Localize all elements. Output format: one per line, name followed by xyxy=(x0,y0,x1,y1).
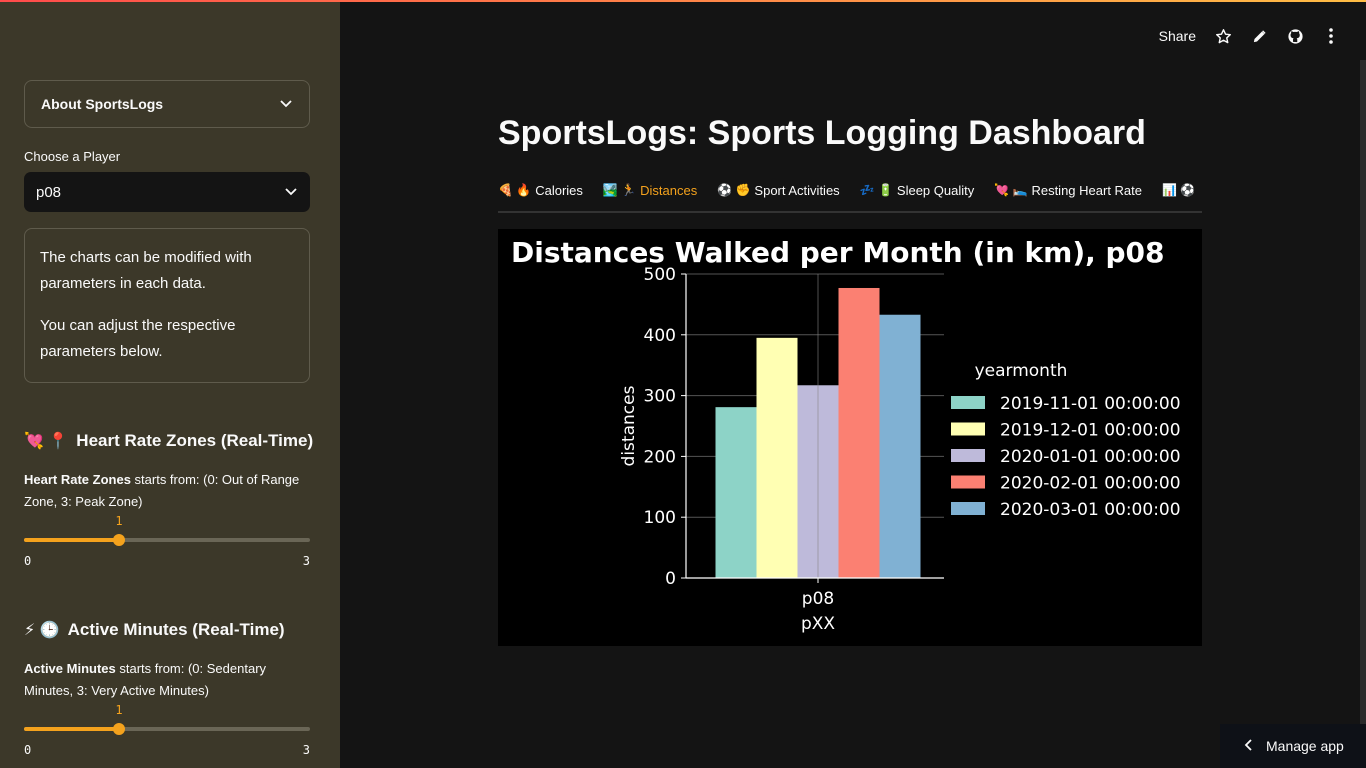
heart-rate-desc-bold: Heart Rate Zones xyxy=(24,472,131,487)
y-tick-label: 0 xyxy=(665,569,676,589)
tab-label: Sport Activities xyxy=(754,183,840,198)
tab-sport-activities[interactable]: ⚽ ✊ Sport Activities xyxy=(717,178,840,211)
pencil-icon[interactable] xyxy=(1250,27,1268,45)
about-expander-label: About SportsLogs xyxy=(41,96,164,112)
active-minutes-slider-value: 1 xyxy=(115,703,123,717)
legend-title: yearmonth xyxy=(975,361,1068,381)
player-select-value: p08 xyxy=(36,183,62,201)
tab-emoji-icon: 💘 🛌 xyxy=(994,183,1028,197)
player-select[interactable]: p08 xyxy=(24,172,310,212)
chevron-down-icon xyxy=(279,97,293,111)
legend-entry-label: 2020-01-01 00:00:00 xyxy=(1000,447,1181,467)
active-minutes-slider-min: 0 xyxy=(24,743,32,757)
tab-emoji-icon: ⚽ ✊ xyxy=(717,183,751,197)
star-icon[interactable] xyxy=(1214,27,1232,45)
legend-entry-label: 2020-03-01 00:00:00 xyxy=(1000,500,1181,520)
y-axis-label: distances xyxy=(619,385,639,466)
tab-bar: 🍕 🔥 Calories 🏞️ 🏃 Distances ⚽ ✊ Sport Activit… xyxy=(498,178,1202,213)
heart-rate-slider-thumb[interactable] xyxy=(113,534,125,546)
x-axis-label: pXX xyxy=(801,614,835,634)
tab-calories[interactable]: 🍕 🔥 Calories xyxy=(498,178,583,211)
active-minutes-section-title: ⚡ 🕒 Active Minutes (Real-Time) xyxy=(24,620,285,640)
active-minutes-slider-thumb[interactable] xyxy=(113,723,125,735)
chart-bar xyxy=(879,314,921,578)
heart-rate-section-title: 💘 📍 Heart Rate Zones (Real-Time) xyxy=(24,431,313,451)
y-tick-label: 100 xyxy=(644,508,676,528)
tab-sleep-quality[interactable]: 💤 🔋 Sleep Quality xyxy=(859,178,975,211)
chart-bar xyxy=(838,287,880,578)
legend-swatch xyxy=(951,475,985,489)
heart-rate-slider-max: 3 xyxy=(302,554,310,568)
heart-pin-icon: 💘 📍 xyxy=(24,433,69,450)
heart-rate-slider-value: 1 xyxy=(115,514,123,528)
sidebar: About SportsLogs Choose a Player p08 The… xyxy=(0,0,340,768)
tab-label: Distances xyxy=(640,183,698,198)
y-tick-label: 500 xyxy=(644,265,676,285)
tab-emoji-icon: 📊 ⚽ xyxy=(1162,183,1196,197)
legend-entry-label: 2020-02-01 00:00:00 xyxy=(1000,474,1181,494)
heart-rate-slider-track[interactable] xyxy=(24,538,310,542)
kebab-menu-icon[interactable] xyxy=(1322,27,1340,45)
info-text-1: The charts can be modified with paramete… xyxy=(40,249,252,292)
about-expander[interactable]: About SportsLogs xyxy=(24,80,310,128)
heart-rate-desc: Heart Rate Zones starts from: (0: Out of… xyxy=(24,469,310,513)
distances-chart-svg: Distances Walked per Month (in km), p08 0… xyxy=(511,236,1181,634)
tab-emoji-icon: 🍕 🔥 xyxy=(498,183,532,197)
tab-emoji-icon: 🏞️ 🏃 xyxy=(602,183,637,197)
tab-distances[interactable]: 🏞️ 🏃 Distances xyxy=(602,178,698,211)
github-icon[interactable] xyxy=(1286,27,1304,45)
tab-more[interactable]: 📊 ⚽ xyxy=(1162,178,1199,211)
main-scrollbar[interactable] xyxy=(1360,60,1366,768)
heart-rate-title: Heart Rate Zones (Real-Time) xyxy=(76,431,314,450)
x-tick-label: p08 xyxy=(802,589,834,609)
legend-swatch xyxy=(951,502,985,515)
heart-rate-desc-rest: starts from: (0: Out of Range Zone, 3: P… xyxy=(24,472,300,509)
top-accent-stripe xyxy=(0,0,1366,2)
manage-app-label: Manage app xyxy=(1266,738,1344,754)
player-select-label: Choose a Player xyxy=(24,149,121,164)
heart-rate-slider-min: 0 xyxy=(24,554,32,568)
share-button[interactable]: Share xyxy=(1158,28,1196,44)
active-minutes-desc-bold: Active Minutes xyxy=(24,661,116,676)
chart-bar xyxy=(756,337,798,578)
tab-resting-heart-rate[interactable]: 💘 🛌 Resting Heart Rate xyxy=(994,178,1143,211)
chevron-down-icon xyxy=(284,185,298,199)
tab-emoji-icon: 💤 🔋 xyxy=(859,183,893,197)
active-minutes-desc-rest: starts from: (0: Sedentary Minutes, 3: V… xyxy=(24,661,267,698)
active-minutes-slider: 1 0 3 xyxy=(24,703,310,757)
legend-swatch xyxy=(951,422,985,436)
legend-swatch xyxy=(951,449,985,462)
lightning-clock-icon: ⚡ 🕒 xyxy=(24,622,60,639)
y-tick-label: 200 xyxy=(644,447,676,467)
active-minutes-desc: Active Minutes starts from: (0: Sedentar… xyxy=(24,658,310,702)
tab-label: Resting Heart Rate xyxy=(1031,183,1143,198)
chart-bar xyxy=(715,407,757,578)
distances-chart: Distances Walked per Month (in km), p08 0… xyxy=(498,229,1202,646)
tab-label: Calories xyxy=(535,183,583,198)
page-title: SportsLogs: Sports Logging Dashboard xyxy=(498,114,1146,152)
active-minutes-title: Active Minutes (Real-Time) xyxy=(67,620,285,639)
tab-label: Sleep Quality xyxy=(896,183,975,198)
legend-swatch xyxy=(951,396,985,409)
active-minutes-slider-track[interactable] xyxy=(24,727,310,731)
chevron-left-icon xyxy=(1244,738,1252,754)
info-text-2: You can adjust the respective parameters… xyxy=(40,317,236,360)
info-box: The charts can be modified with paramete… xyxy=(24,228,310,383)
chart-title: Distances Walked per Month (in km), p08 xyxy=(511,236,1165,269)
y-tick-label: 400 xyxy=(644,326,676,346)
heart-rate-slider: 1 0 3 xyxy=(24,514,310,568)
y-tick-label: 300 xyxy=(644,387,676,407)
heart-rate-slider-fill xyxy=(24,538,119,542)
active-minutes-slider-max: 3 xyxy=(302,743,310,757)
legend-entry-label: 2019-11-01 00:00:00 xyxy=(1000,394,1181,414)
manage-app-button[interactable]: Manage app xyxy=(1220,724,1366,768)
active-minutes-slider-fill xyxy=(24,727,119,731)
header-toolbar: Share xyxy=(1159,22,1340,50)
legend-entry-label: 2019-12-01 00:00:00 xyxy=(1000,421,1181,441)
